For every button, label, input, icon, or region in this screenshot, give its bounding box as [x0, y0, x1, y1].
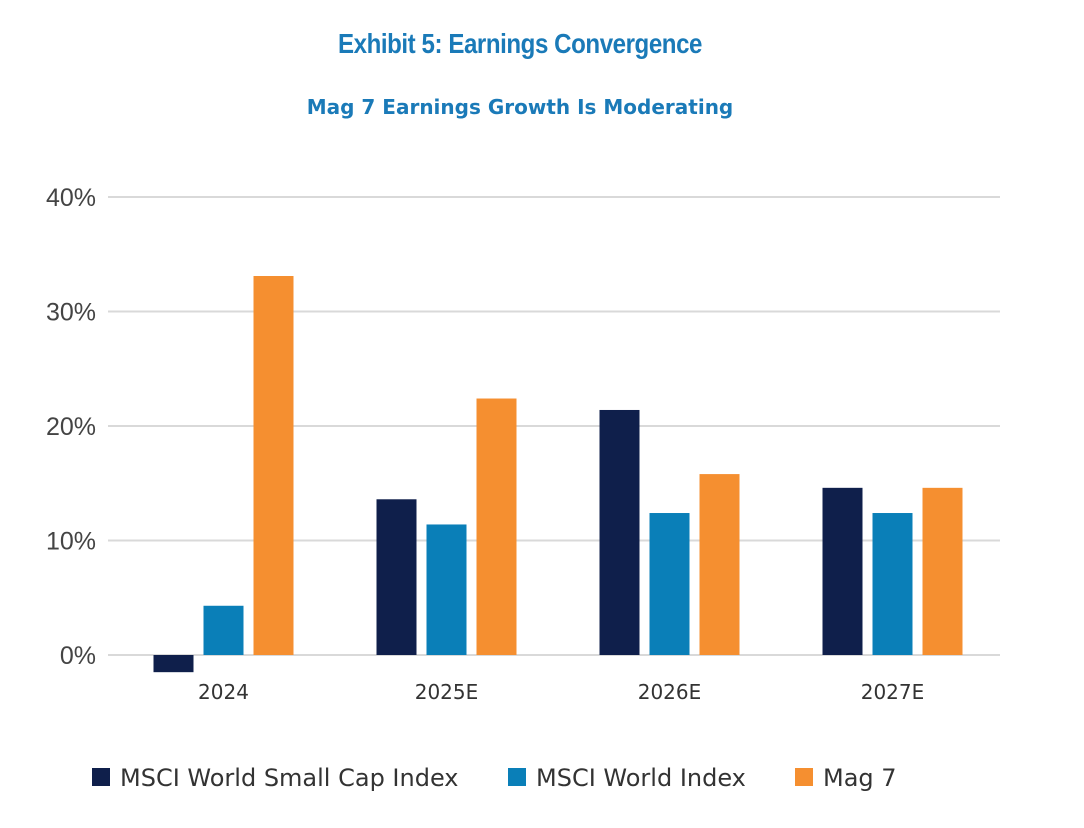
legend-swatch-mag7 [795, 768, 813, 786]
bar-small-cap-2025e [376, 499, 417, 655]
x-category-label: 2025E [415, 680, 479, 704]
grid-lines [108, 196, 1000, 656]
bar-mag7-2025e [476, 398, 517, 655]
bar-mag7-2026e [699, 474, 740, 655]
bars [153, 276, 963, 673]
y-tick-label: 10% [46, 528, 96, 556]
y-tick-label: 0% [60, 642, 96, 670]
chart-title: Exhibit 5: Earnings Convergence [337, 28, 703, 59]
legend-swatch-small-cap [92, 768, 110, 786]
y-tick-label: 20% [46, 413, 96, 441]
bar-small-cap-2024 [153, 655, 194, 673]
bar-mag7-2027e [922, 487, 963, 655]
y-tick-label: 30% [46, 299, 96, 327]
y-axis-tick-labels: 0% 10% 20% 30% 40% [46, 184, 96, 670]
x-category-label: 2027E [861, 680, 925, 704]
legend: MSCI World Small Cap Index MSCI World Ind… [92, 764, 897, 792]
bar-world-2024 [203, 605, 244, 655]
x-category-label: 2026E [638, 680, 702, 704]
legend-label-mag7: Mag 7 [823, 764, 897, 792]
legend-swatch-world [508, 768, 526, 786]
y-tick-label: 40% [46, 184, 96, 212]
legend-label-world: MSCI World Index [536, 764, 746, 792]
legend-label-small-cap: MSCI World Small Cap Index [120, 764, 459, 792]
chart-subtitle: Mag 7 Earnings Growth Is Moderating [306, 95, 734, 119]
x-category-label: 2024 [198, 680, 249, 704]
bar-mag7-2024 [253, 276, 294, 655]
bar-small-cap-2026e [599, 409, 640, 655]
x-axis-category-labels: 2024 2025E 2026E 2027E [198, 680, 924, 704]
bar-world-2027e [872, 513, 913, 655]
bar-world-2025e [426, 524, 467, 655]
bar-world-2026e [649, 513, 690, 655]
bar-small-cap-2027e [822, 487, 863, 655]
